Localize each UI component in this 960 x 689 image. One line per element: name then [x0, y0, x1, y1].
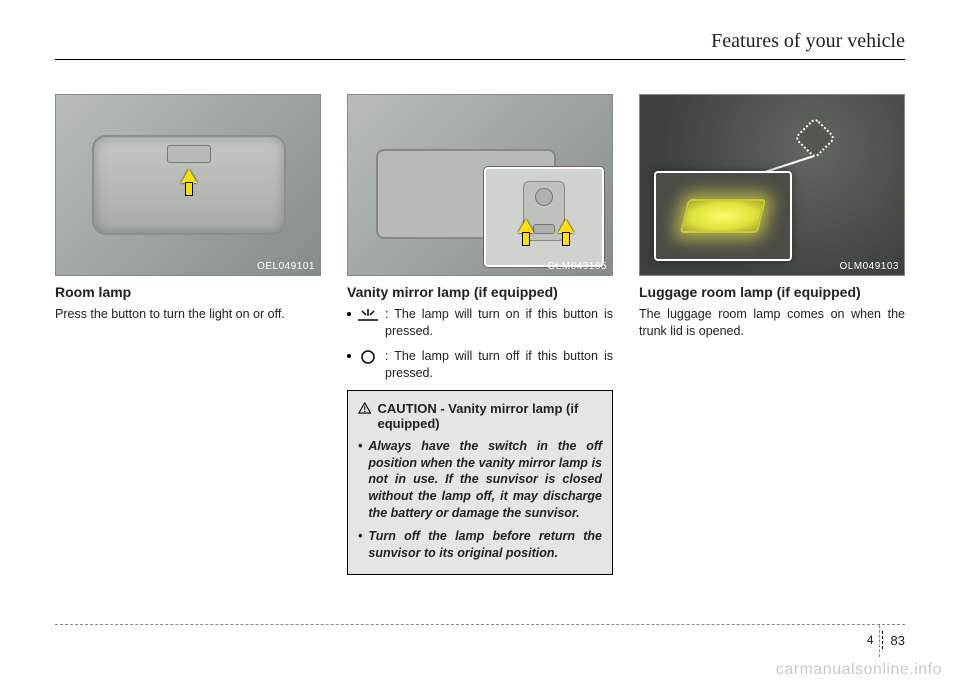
column-luggage-lamp: OLM049103 Luggage room lamp (if equipped…	[639, 94, 905, 575]
arrow-stem-icon	[522, 232, 530, 246]
page-number-value: 83	[891, 633, 905, 648]
bullet-lamp-on: : The lamp will turn on if this button i…	[347, 306, 613, 340]
caution-box: CAUTION - Vanity mirror lamp (if equippe…	[347, 390, 613, 575]
caution-title-text: CAUTION - Vanity mirror lamp (if equippe…	[377, 401, 602, 432]
section-header: Features of your vehicle	[55, 30, 905, 60]
luggage-lamp-glow	[680, 199, 766, 233]
arrow-stem-icon	[562, 232, 570, 246]
text-room-lamp: Press the button to turn the light on or…	[55, 306, 321, 323]
lamp-on-icon	[357, 307, 379, 321]
manual-page: Features of your vehicle OEL049101 Room …	[0, 0, 960, 575]
caution-item: • Turn off the lamp before return the su…	[358, 528, 602, 562]
arrow-stem-icon	[185, 182, 193, 196]
footer-dash-line	[55, 624, 905, 625]
content-columns: OEL049101 Room lamp Press the button to …	[55, 94, 905, 575]
chapter-number: 4	[867, 633, 874, 647]
figure-luggage-lamp: OLM049103	[639, 94, 905, 276]
figure-room-lamp: OEL049101	[55, 94, 321, 276]
switch-on-knob	[533, 224, 555, 234]
page-number: 4 83	[867, 631, 905, 649]
warning-triangle-icon	[358, 401, 371, 415]
figure-label: OEL049101	[257, 261, 315, 272]
arrow-up-icon	[558, 219, 574, 233]
column-vanity-mirror: OLM049105 Vanity mirror lamp (if equippe…	[347, 94, 613, 575]
bullet-lamp-off: : The lamp will turn off if this button …	[347, 348, 613, 382]
caution-title: CAUTION - Vanity mirror lamp (if equippe…	[358, 401, 602, 432]
arrow-up-icon	[518, 219, 534, 233]
bullet-off-text: : The lamp will turn off if this button …	[385, 348, 613, 382]
column-room-lamp: OEL049101 Room lamp Press the button to …	[55, 94, 321, 575]
bullet-dot-icon	[347, 312, 351, 316]
caution-label: CAUTION	[377, 401, 436, 416]
caution-item: • Always have the switch in the off posi…	[358, 438, 602, 522]
heading-vanity-mirror: Vanity mirror lamp (if equipped)	[347, 284, 613, 300]
lamp-inset-graphic	[654, 171, 792, 261]
heading-room-lamp: Room lamp	[55, 284, 321, 300]
heading-luggage-lamp: Luggage room lamp (if equipped)	[639, 284, 905, 300]
watermark-text: carmanualsonline.info	[776, 661, 942, 679]
room-lamp-button-graphic	[167, 145, 211, 163]
caution-list: • Always have the switch in the off posi…	[358, 438, 602, 562]
figure-label: OLM049103	[839, 261, 899, 272]
figure-vanity-mirror: OLM049105	[347, 94, 613, 276]
caution-item-text: Turn off the lamp before return the sunv…	[368, 528, 602, 562]
text-luggage-lamp: The luggage room lamp comes on when the …	[639, 306, 905, 340]
arrow-up-icon	[181, 169, 197, 183]
bullet-dot-icon: •	[358, 438, 362, 522]
switch-off-knob	[535, 188, 553, 206]
page-num-divider	[882, 631, 883, 649]
figure-label: OLM049105	[547, 261, 607, 272]
bullet-dot-icon: •	[358, 528, 362, 562]
lamp-off-icon	[357, 349, 379, 365]
room-lamp-panel-graphic	[92, 135, 286, 235]
caution-item-text: Always have the switch in the off positi…	[368, 438, 602, 522]
switch-inset-graphic	[484, 167, 604, 267]
bullet-dot-icon	[347, 354, 351, 358]
bullet-on-text: : The lamp will turn on if this button i…	[385, 306, 613, 340]
